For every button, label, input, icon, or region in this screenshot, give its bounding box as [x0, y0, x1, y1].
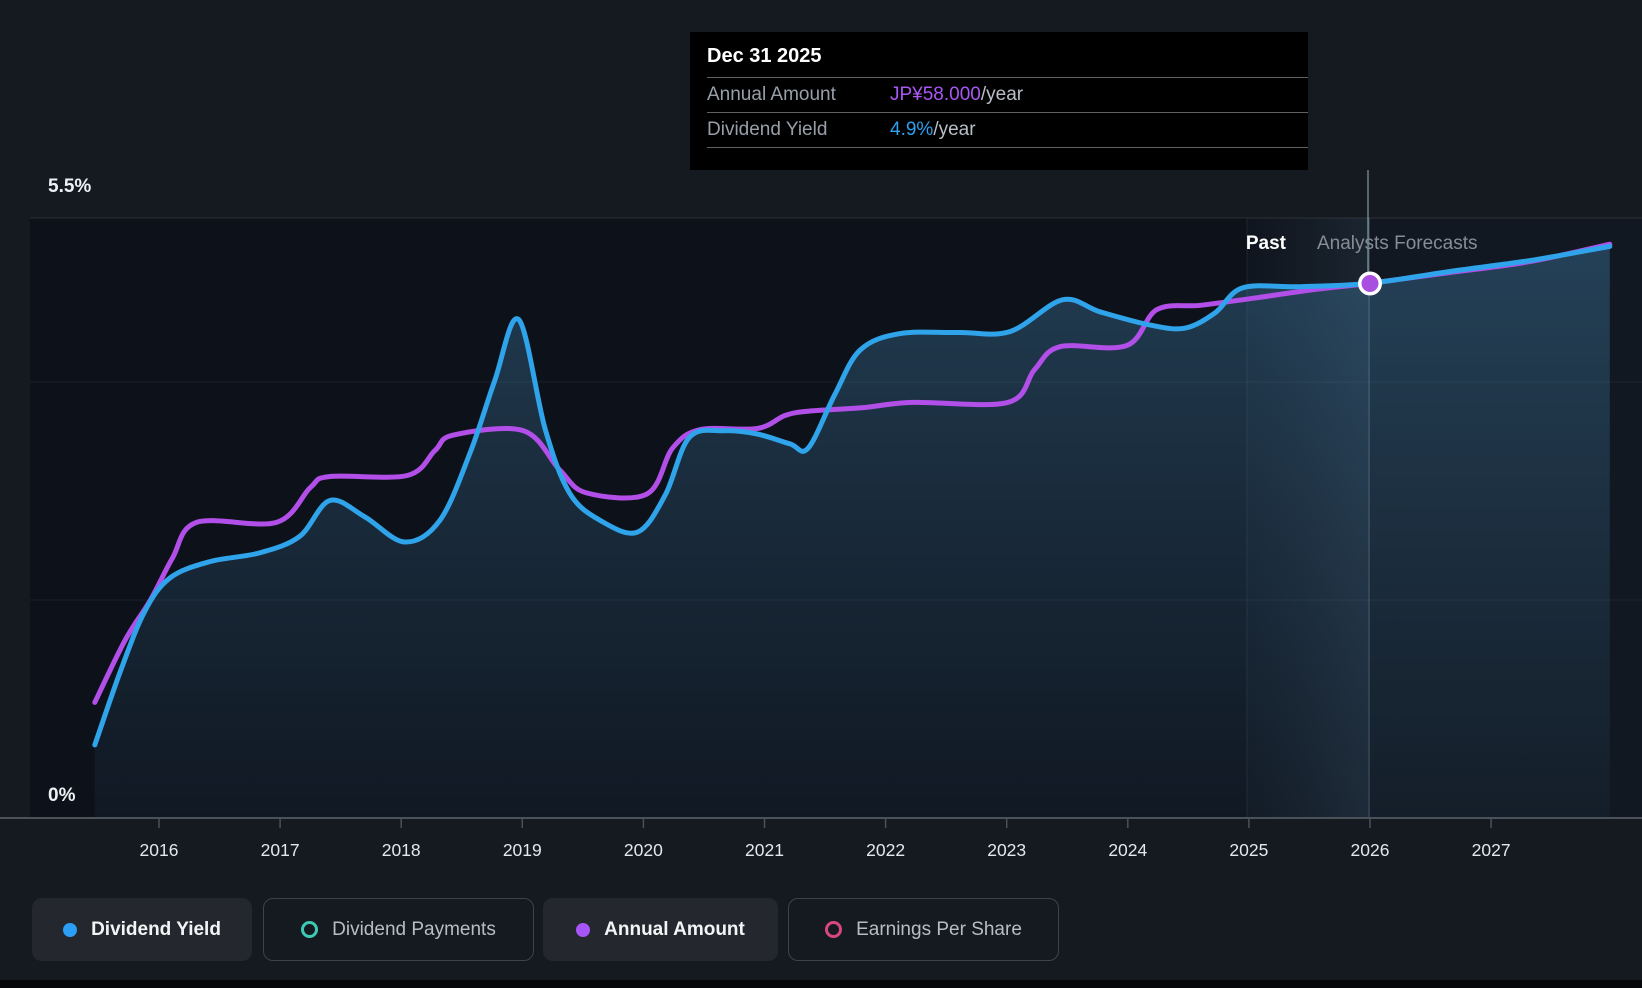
analysts-forecasts-label: Analysts Forecasts	[1317, 233, 1478, 254]
x-label-2027: 2027	[1472, 840, 1511, 860]
x-label-2026: 2026	[1351, 840, 1390, 860]
dividend-yield-marker-icon	[63, 922, 78, 937]
y-axis-max-label: 5.5%	[48, 176, 91, 197]
chart-legend: Dividend Yield Dividend Payments Annual Am…	[0, 898, 1642, 961]
tooltip-label: Annual Amount	[707, 84, 836, 105]
dividend-yield-line[interactable]	[92, 243, 1613, 748]
tooltip-row-annual-amount: Annual Amount JP¥58.000/year	[707, 78, 1308, 113]
legend-button-earnings-per-share[interactable]: Earnings Per Share	[788, 898, 1059, 961]
x-label-2024: 2024	[1108, 840, 1147, 860]
x-axis-labels: 2016 2017 2018 2019 2020 2021 2022 2023 2024 2025…	[140, 840, 1511, 860]
selected-point-marker[interactable]	[1358, 271, 1382, 296]
past-label: Past	[1246, 233, 1287, 254]
x-label-2021: 2021	[745, 840, 784, 860]
y-axis-min-label: 0%	[48, 785, 76, 806]
bottom-bar	[0, 980, 1642, 988]
x-label-2019: 2019	[503, 840, 542, 860]
x-axis-ticks	[158, 818, 1492, 828]
legend-label: Annual Amount	[604, 918, 745, 940]
earnings-per-share-marker-icon	[825, 921, 843, 938]
x-label-2017: 2017	[261, 840, 300, 860]
legend-button-annual-amount[interactable]: Annual Amount	[543, 898, 778, 961]
tooltip-value-dividend-yield: 4.9%	[890, 119, 934, 140]
x-label-2025: 2025	[1229, 840, 1268, 860]
tooltip-date: Dec 31 2025	[707, 32, 1308, 78]
x-label-2020: 2020	[624, 840, 663, 860]
annual-amount-marker-icon	[576, 922, 591, 937]
legend-label: Dividend Yield	[91, 918, 221, 940]
chart-tooltip: Dec 31 2025 Annual Amount JP¥58.000/year…	[690, 32, 1308, 170]
legend-label: Dividend Payments	[332, 918, 496, 940]
tooltip-row-dividend-yield: Dividend Yield 4.9%/year	[707, 113, 1308, 148]
x-label-2016: 2016	[140, 840, 179, 860]
legend-label: Earnings Per Share	[856, 918, 1022, 940]
x-label-2018: 2018	[382, 840, 421, 860]
x-label-2022: 2022	[866, 840, 905, 860]
tooltip-value-annual-amount: JP¥58.000	[890, 84, 981, 105]
dividend-yield-area	[94, 246, 1610, 818]
legend-button-dividend-yield[interactable]: Dividend Yield	[32, 898, 252, 961]
x-label-2023: 2023	[987, 840, 1026, 860]
tooltip-suffix: /year	[933, 119, 976, 140]
tooltip-label: Dividend Yield	[707, 119, 828, 140]
tooltip-suffix: /year	[980, 84, 1024, 105]
legend-button-dividend-payments[interactable]: Dividend Payments	[263, 898, 534, 961]
dividend-payments-marker-icon	[301, 921, 319, 938]
